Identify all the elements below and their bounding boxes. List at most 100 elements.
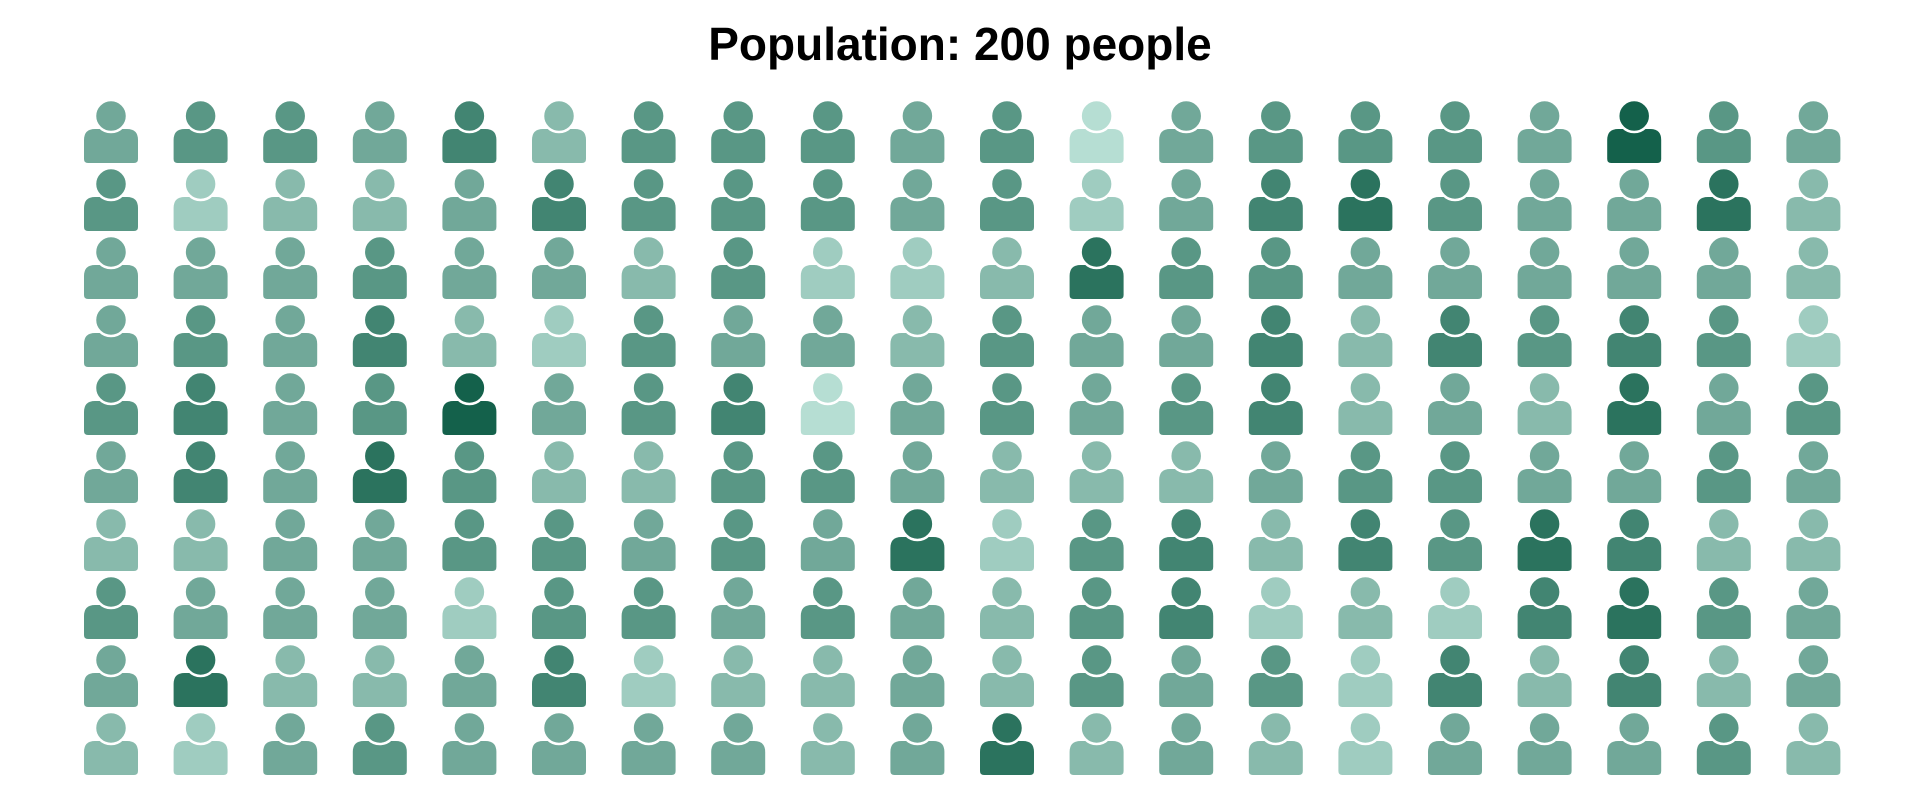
person-head — [1616, 370, 1652, 406]
person-head — [93, 166, 129, 202]
person-body — [1338, 401, 1393, 435]
person-head — [631, 574, 666, 610]
person-icon — [532, 506, 586, 571]
person-icon — [84, 574, 138, 639]
person-body — [173, 129, 228, 163]
person-icon — [1248, 98, 1303, 163]
person-icon — [890, 302, 945, 367]
person-body — [442, 197, 497, 231]
person-head — [272, 166, 308, 202]
person-icon — [711, 574, 766, 639]
person-head — [1796, 234, 1831, 270]
person-icon — [263, 642, 318, 707]
person-head — [989, 234, 1025, 270]
person-icon — [1786, 438, 1841, 503]
person-head — [452, 506, 487, 542]
person-icon — [800, 302, 855, 367]
person-icon — [890, 506, 945, 571]
person-head — [362, 710, 398, 746]
person-head — [720, 506, 756, 542]
person-icon — [84, 438, 138, 503]
person-head — [1527, 642, 1562, 678]
person-head — [452, 438, 487, 474]
person-body — [1338, 537, 1393, 571]
person-body — [1696, 197, 1751, 231]
person-body — [890, 197, 945, 231]
person-body — [890, 265, 945, 299]
person-head — [1168, 234, 1204, 270]
person-head — [810, 710, 846, 746]
person-head — [1796, 370, 1831, 406]
person-body — [1248, 469, 1303, 503]
person-head — [183, 370, 218, 406]
person-body — [84, 129, 138, 163]
person-body — [1607, 197, 1662, 231]
person-body — [1696, 605, 1751, 639]
person-body — [1786, 197, 1841, 231]
person-head — [1168, 710, 1204, 746]
person-head — [1616, 710, 1652, 746]
person-icon — [84, 98, 138, 163]
person-head — [362, 166, 398, 202]
person-icon — [532, 98, 586, 163]
person-icon — [263, 98, 318, 163]
person-body — [1159, 605, 1214, 639]
person-body — [1159, 197, 1214, 231]
person-head — [541, 370, 577, 406]
person-body — [711, 129, 766, 163]
person-body — [1159, 333, 1214, 367]
person-icon — [263, 574, 318, 639]
person-icon — [1696, 302, 1751, 367]
person-head — [272, 574, 308, 610]
person-body — [1786, 333, 1841, 367]
person-body — [711, 265, 766, 299]
person-head — [362, 506, 398, 542]
person-icon — [1517, 370, 1572, 435]
person-icon — [1696, 166, 1751, 231]
person-icon — [1786, 98, 1841, 163]
person-icon — [442, 506, 497, 571]
person-icon — [532, 370, 586, 435]
person-icon — [352, 642, 407, 707]
person-body — [173, 401, 228, 435]
person-head — [452, 574, 487, 610]
person-icon — [263, 166, 318, 231]
person-icon — [532, 234, 586, 299]
person-icon — [1069, 438, 1124, 503]
person-body — [621, 537, 676, 571]
person-head — [1706, 438, 1742, 474]
person-head — [541, 642, 577, 678]
person-icon — [263, 710, 318, 775]
person-icon — [173, 370, 228, 435]
person-icon — [1338, 506, 1393, 571]
person-body — [1428, 469, 1482, 503]
person-head — [989, 438, 1025, 474]
person-head — [989, 710, 1025, 746]
person-body — [1786, 469, 1841, 503]
person-body — [800, 265, 855, 299]
person-icon — [532, 166, 586, 231]
person-body — [84, 605, 138, 639]
person-head — [720, 370, 756, 406]
person-icon — [1607, 166, 1662, 231]
person-head — [1706, 98, 1742, 134]
person-icon — [1607, 710, 1662, 775]
person-head — [1079, 710, 1114, 746]
person-head — [272, 438, 308, 474]
person-body — [1607, 537, 1662, 571]
person-icon — [621, 302, 676, 367]
person-icon — [1607, 642, 1662, 707]
person-icon — [1248, 642, 1303, 707]
person-head — [183, 166, 218, 202]
person-icon — [1069, 506, 1124, 571]
person-icon — [352, 370, 407, 435]
person-icon — [980, 370, 1034, 435]
person-head — [1258, 302, 1294, 338]
person-head — [1796, 642, 1831, 678]
person-head — [1079, 574, 1114, 610]
person-icon — [980, 234, 1034, 299]
person-body — [1607, 741, 1662, 775]
person-head — [1348, 506, 1383, 542]
person-head — [1079, 642, 1114, 678]
person-head — [720, 574, 756, 610]
